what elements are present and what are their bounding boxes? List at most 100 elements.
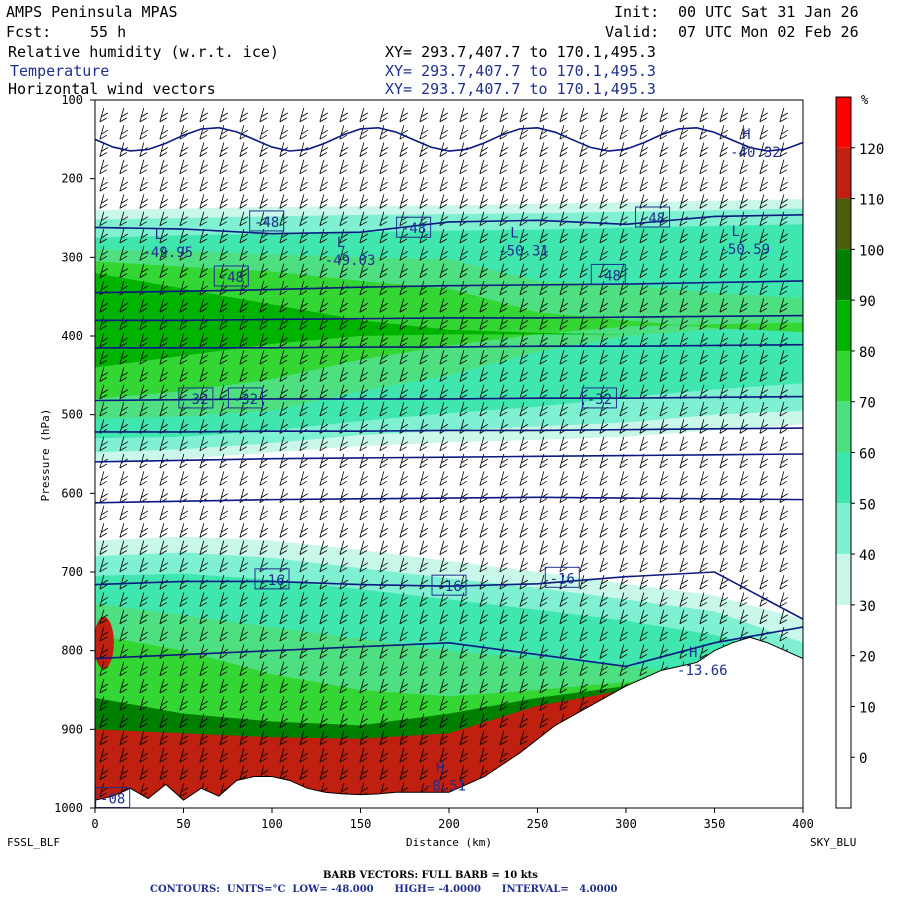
- wind-barb: [420, 160, 428, 174]
- wind-barb: [360, 125, 368, 139]
- wind-barb: [260, 177, 268, 191]
- wind-barb: [720, 142, 728, 156]
- wind-barb: [460, 454, 468, 468]
- wind-barb: [440, 471, 448, 485]
- y-axis-title: Pressure (hPa): [39, 409, 52, 502]
- wind-barb: [460, 541, 468, 555]
- wind-barb: [260, 125, 268, 139]
- wind-barb: [320, 454, 328, 468]
- y-tick-label: 500: [61, 408, 83, 422]
- wind-barb: [140, 471, 148, 485]
- wind-barb: [120, 194, 128, 208]
- wind-barb: [320, 194, 328, 208]
- wind-barb: [680, 142, 688, 156]
- wind-barb: [500, 489, 508, 503]
- wind-barb: [440, 541, 448, 555]
- wind-barb: [400, 454, 408, 468]
- colorbar-label: 90: [859, 294, 876, 310]
- wind-barb: [540, 506, 548, 520]
- contour-label-text: -16: [436, 579, 461, 595]
- wind-barb: [480, 471, 488, 485]
- wind-barb: [260, 108, 268, 122]
- y-tick-label: 200: [61, 172, 83, 186]
- wind-barb: [380, 506, 388, 520]
- wind-barb: [740, 108, 748, 122]
- wind-barb: [680, 575, 688, 589]
- contour-label-text: -48: [219, 270, 244, 286]
- colorbar-segment: [836, 554, 851, 605]
- wind-barb: [220, 506, 228, 520]
- wind-barb: [400, 160, 408, 174]
- wind-barb: [480, 523, 488, 537]
- x-tick-label: 400: [792, 817, 814, 831]
- wind-barb: [360, 506, 368, 520]
- wind-barb: [500, 160, 508, 174]
- wind-barb: [700, 575, 708, 589]
- wind-barb: [540, 558, 548, 572]
- wind-barb: [760, 489, 768, 503]
- wind-barb: [380, 541, 388, 555]
- wind-barb: [780, 108, 788, 122]
- wind-barb: [640, 160, 648, 174]
- wind-barb: [360, 489, 368, 503]
- colorbar-label: 30: [859, 599, 876, 615]
- wind-barb: [760, 471, 768, 485]
- wind-barb: [140, 160, 148, 174]
- x-tick-label: 0: [91, 817, 98, 831]
- wind-barb: [180, 108, 188, 122]
- wind-barb: [480, 125, 488, 139]
- wind-barb: [540, 108, 548, 122]
- wind-barb: [580, 125, 588, 139]
- wind-barb: [280, 454, 288, 468]
- contour-label-text: -32: [233, 392, 258, 408]
- wind-barb: [720, 177, 728, 191]
- wind-barb: [580, 523, 588, 537]
- wind-barb: [500, 142, 508, 156]
- wind-barb: [680, 541, 688, 555]
- wind-barb: [280, 471, 288, 485]
- wind-barb: [600, 541, 608, 555]
- wind-barb: [160, 471, 168, 485]
- wind-barb: [140, 194, 148, 208]
- wind-barb: [460, 506, 468, 520]
- wind-barb: [100, 523, 108, 537]
- field-wind-label: Horizontal wind vectors: [8, 80, 216, 98]
- right-station: SKY_BLU: [810, 836, 856, 849]
- wind-barb: [560, 506, 568, 520]
- wind-barb: [520, 489, 528, 503]
- wind-barb: [180, 506, 188, 520]
- colorbar-segment: [836, 148, 851, 199]
- field-temp-label: Temperature: [10, 62, 109, 80]
- wind-barb: [100, 506, 108, 520]
- wind-barb: [340, 506, 348, 520]
- contour-label-text: -16: [550, 571, 575, 587]
- wind-barb: [440, 125, 448, 139]
- wind-barb: [660, 506, 668, 520]
- wind-barb: [280, 160, 288, 174]
- wind-barb: [420, 454, 428, 468]
- wind-barb: [300, 160, 308, 174]
- wind-barb: [480, 160, 488, 174]
- wind-barb: [140, 489, 148, 503]
- wind-barb: [180, 160, 188, 174]
- wind-barb: [380, 471, 388, 485]
- wind-barb: [300, 506, 308, 520]
- wind-barb: [680, 523, 688, 537]
- wind-barb: [220, 471, 228, 485]
- wind-barb: [500, 541, 508, 555]
- wind-barb: [460, 108, 468, 122]
- wind-barb: [700, 454, 708, 468]
- wind-barb: [240, 454, 248, 468]
- wind-barb: [400, 142, 408, 156]
- contour-label-text: -08: [100, 792, 125, 808]
- wind-barb: [700, 177, 708, 191]
- wind-barb: [720, 454, 728, 468]
- wind-barb: [540, 523, 548, 537]
- wind-barb: [360, 160, 368, 174]
- wind-barb: [120, 489, 128, 503]
- wind-barb: [600, 558, 608, 572]
- wind-barb: [340, 160, 348, 174]
- valid-label: Valid:: [605, 23, 659, 41]
- wind-barb: [260, 506, 268, 520]
